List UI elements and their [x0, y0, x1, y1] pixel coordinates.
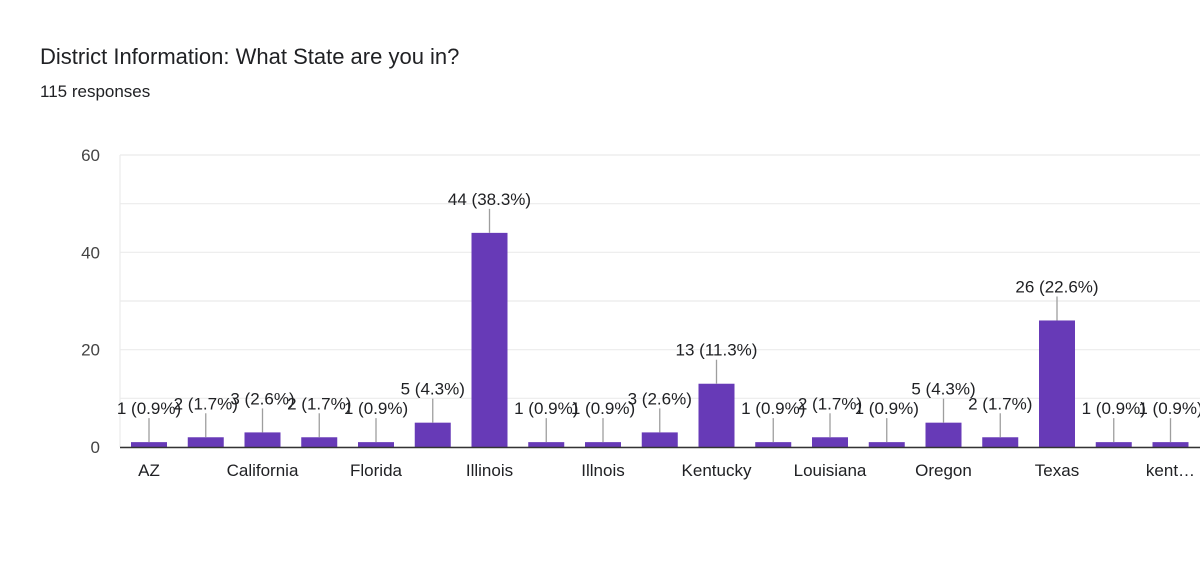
x-tick-label: Illnois — [581, 461, 624, 480]
data-label: 1 (0.9%) — [855, 399, 919, 418]
bar[interactable] — [471, 232, 508, 447]
y-tick-label: 40 — [81, 243, 100, 262]
bar[interactable] — [698, 383, 735, 447]
y-tick-label: 60 — [81, 146, 100, 165]
bar[interactable] — [358, 442, 394, 447]
data-label: 5 (4.3%) — [401, 380, 465, 399]
response-count: 115 responses — [40, 82, 151, 101]
chart-title: District Information: What State are you… — [40, 44, 460, 69]
bar[interactable] — [528, 442, 565, 447]
bar[interactable] — [755, 442, 792, 447]
x-tick-label: AZ — [138, 461, 160, 480]
data-label: 13 (11.3%) — [676, 341, 758, 360]
data-label: 3 (2.6%) — [628, 389, 692, 408]
bar[interactable] — [812, 437, 848, 447]
data-label: 2 (1.7%) — [798, 394, 862, 413]
x-tick-label: Kentucky — [682, 461, 752, 480]
bar[interactable] — [868, 442, 905, 447]
data-label: 5 (4.3%) — [911, 380, 975, 399]
data-label: 2 (1.7%) — [968, 394, 1032, 413]
x-tick-label: California — [227, 461, 299, 480]
data-label: 1 (0.9%) — [1138, 399, 1200, 418]
data-label: 44 (38.3%) — [448, 190, 531, 209]
bar[interactable] — [1152, 442, 1189, 447]
bar[interactable] — [1039, 320, 1075, 447]
data-label: 2 (1.7%) — [174, 394, 238, 413]
y-axis: 0 20 40 60 — [81, 146, 100, 457]
data-labels: 1 (0.9%)2 (1.7%)3 (2.6%)2 (1.7%)1 (0.9%)… — [117, 190, 1200, 443]
bar[interactable] — [1095, 442, 1132, 447]
y-tick-label: 20 — [81, 341, 100, 360]
data-label: 1 (0.9%) — [741, 399, 805, 418]
data-label: 1 (0.9%) — [117, 399, 181, 418]
bar[interactable] — [925, 422, 962, 447]
x-axis: AZ California Florida Illinois Illnois Kentuc… — [138, 461, 1195, 480]
y-tick-label: 0 — [91, 438, 100, 457]
x-tick-label: Oregon — [915, 461, 972, 480]
bars — [131, 232, 1189, 447]
data-label: 1 (0.9%) — [571, 399, 635, 418]
bar[interactable] — [414, 422, 451, 447]
data-label: 1 (0.9%) — [1082, 399, 1146, 418]
bar[interactable] — [301, 437, 338, 447]
data-label: 3 (2.6%) — [230, 389, 294, 408]
data-label: 2 (1.7%) — [287, 394, 351, 413]
x-tick-label: Louisiana — [794, 461, 867, 480]
data-label: 1 (0.9%) — [344, 399, 408, 418]
x-tick-label: Texas — [1035, 461, 1079, 480]
bar[interactable] — [187, 437, 224, 447]
bar[interactable] — [244, 432, 281, 447]
x-tick-label: kent… — [1146, 461, 1195, 480]
x-tick-label: Florida — [350, 461, 403, 480]
data-label: 1 (0.9%) — [514, 399, 578, 418]
x-tick-label: Illinois — [466, 461, 513, 480]
bar[interactable] — [982, 437, 1019, 447]
data-label: 26 (22.6%) — [1015, 277, 1098, 296]
bar[interactable] — [641, 432, 678, 447]
bar[interactable] — [131, 442, 167, 447]
bar[interactable] — [585, 442, 621, 447]
